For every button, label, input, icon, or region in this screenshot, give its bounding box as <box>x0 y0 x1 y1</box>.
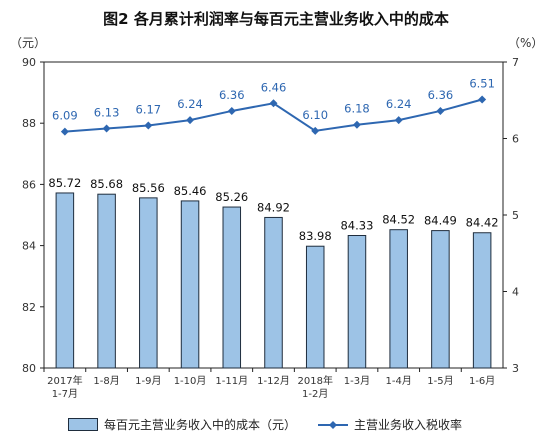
right-axis-unit: （%） <box>508 36 544 50</box>
x-axis-tick-label: 1-3月 <box>344 375 370 387</box>
legend-line: 主营业务收入税收率 <box>318 416 462 433</box>
bar <box>97 193 116 369</box>
line-point <box>394 116 403 125</box>
right-axis-tick-label: 7 <box>512 56 519 69</box>
right-axis-tick-label: 6 <box>512 133 519 146</box>
line-point <box>311 126 320 135</box>
left-axis-tick-label: 84 <box>22 240 36 253</box>
line-value-label: 6.18 <box>344 102 370 116</box>
line-point <box>102 124 111 133</box>
bar-value-label: 85.26 <box>215 190 248 204</box>
line-point <box>60 127 69 136</box>
right-axis-tick-label: 3 <box>512 362 519 375</box>
right-axis-tick-label: 4 <box>512 286 519 299</box>
left-axis-tick-label: 86 <box>22 178 36 191</box>
left-axis-tick-label: 82 <box>22 301 36 314</box>
bar-value-label: 84.49 <box>424 214 457 228</box>
x-axis-tick-label: 1-11月 <box>215 375 248 387</box>
x-axis-tick-label: 1-9月 <box>135 375 161 387</box>
x-axis-tick-label: 1-10月 <box>174 375 207 387</box>
x-axis-tick-label: 1-2月 <box>302 388 328 400</box>
line-value-label: 6.13 <box>94 106 120 120</box>
bar <box>305 245 325 369</box>
line-value-label: 6.36 <box>219 88 245 102</box>
bar-value-label: 85.46 <box>174 184 207 198</box>
legend-line-label: 主营业务收入税收率 <box>354 418 463 432</box>
line-value-label: 6.51 <box>469 76 495 90</box>
left-axis-tick-label: 88 <box>22 117 36 130</box>
bar-value-label: 84.42 <box>466 216 499 230</box>
line-point <box>186 116 195 125</box>
line-value-label: 6.10 <box>302 108 328 122</box>
x-axis-tick-label: 1-12月 <box>257 375 290 387</box>
line-value-label: 6.24 <box>386 97 412 111</box>
bar-value-label: 84.33 <box>340 219 373 233</box>
bar <box>180 200 200 369</box>
bar-value-label: 85.72 <box>48 176 81 190</box>
bar-value-label: 85.56 <box>132 181 165 195</box>
right-axis-tick-label: 5 <box>512 209 519 222</box>
bar-value-label: 84.92 <box>257 200 290 214</box>
legend-bar-swatch <box>68 418 98 431</box>
line-point <box>144 121 153 130</box>
bar <box>347 235 367 369</box>
bar <box>55 192 75 369</box>
x-axis-tick-label: 1-5月 <box>427 375 453 387</box>
left-axis-tick-label: 80 <box>22 362 36 375</box>
bar-value-label: 85.68 <box>90 177 123 191</box>
line-value-label: 6.24 <box>177 97 203 111</box>
bar-value-label: 83.98 <box>299 229 332 243</box>
x-axis-tick-label: 2017年 <box>47 374 82 387</box>
legend-bar-label: 每百元主营业务收入中的成本（元） <box>104 418 297 432</box>
x-axis-tick-label: 1-7月 <box>52 388 78 400</box>
bar <box>222 206 242 369</box>
bar <box>431 230 450 369</box>
line-point <box>436 106 445 115</box>
line-value-label: 6.17 <box>136 102 162 116</box>
legend-line-swatch <box>318 420 348 429</box>
bar <box>264 216 283 369</box>
line-value-label: 6.36 <box>428 88 454 102</box>
legend-bar: 每百元主营业务收入中的成本（元） <box>68 416 296 433</box>
bar <box>472 232 492 369</box>
line-point <box>352 120 361 129</box>
bar <box>139 197 158 369</box>
x-axis-tick-label: 1-8月 <box>93 375 119 387</box>
x-axis-tick-label: 1-6月 <box>469 375 495 387</box>
x-axis-tick-label: 2018年 <box>298 374 333 387</box>
bar <box>389 229 408 369</box>
x-axis-tick-label: 1-4月 <box>386 375 412 387</box>
chart-title: 图2 各月累计利润率与每百元主营业务收入中的成本 <box>103 10 449 28</box>
left-axis-tick-label: 90 <box>22 56 36 69</box>
line-value-label: 6.09 <box>52 109 78 123</box>
bar-value-label: 84.52 <box>382 213 415 227</box>
line-point <box>478 95 487 104</box>
left-axis-unit: （元） <box>10 36 47 50</box>
line-point <box>269 99 278 108</box>
line-value-label: 6.46 <box>261 80 287 94</box>
line-point <box>227 106 236 115</box>
